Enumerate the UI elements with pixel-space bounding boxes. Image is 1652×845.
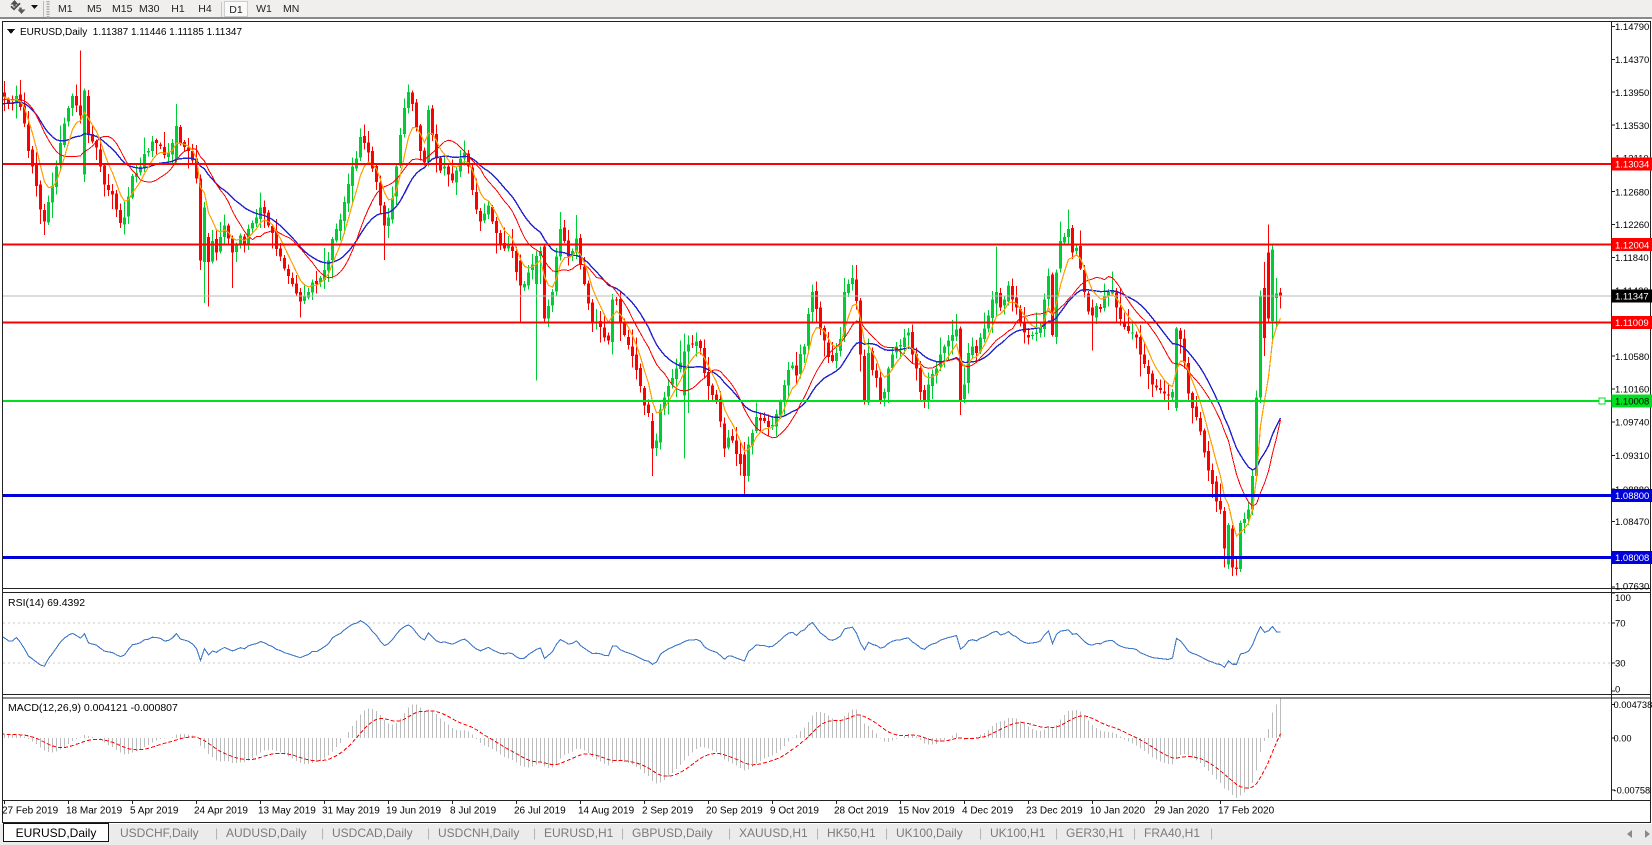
svg-text:1.07630: 1.07630 (1615, 581, 1649, 592)
svg-text:9 Oct 2019: 9 Oct 2019 (770, 806, 819, 817)
svg-text:1.09310: 1.09310 (1615, 451, 1649, 462)
svg-text:13 May 2019: 13 May 2019 (258, 806, 316, 817)
svg-text:1.11009: 1.11009 (1615, 318, 1649, 329)
svg-text:1.09740: 1.09740 (1615, 418, 1649, 429)
svg-text:EURUSD,Daily 1.11387 1.11446: EURUSD,Daily 1.11387 1.11446 1.11185 1.1… (20, 27, 242, 38)
svg-text:1.08800: 1.08800 (1615, 491, 1649, 502)
svg-text:1.10580: 1.10580 (1615, 352, 1649, 363)
svg-text:1.14370: 1.14370 (1615, 55, 1649, 66)
svg-text:1.08008: 1.08008 (1615, 553, 1649, 564)
svg-text:1.12680: 1.12680 (1615, 187, 1649, 198)
svg-text:1.13034: 1.13034 (1615, 160, 1649, 171)
svg-text:18 Mar 2019: 18 Mar 2019 (66, 806, 123, 817)
svg-text:1.12004: 1.12004 (1615, 240, 1649, 251)
svg-text:27 Feb 2019: 27 Feb 2019 (2, 806, 59, 817)
svg-text:20 Sep 2019: 20 Sep 2019 (706, 806, 763, 817)
svg-text:15 Nov 2019: 15 Nov 2019 (898, 806, 955, 817)
svg-text:100: 100 (1615, 593, 1631, 604)
svg-text:1.14790: 1.14790 (1615, 22, 1649, 33)
svg-text:24 Apr 2019: 24 Apr 2019 (194, 806, 248, 817)
svg-text:5 Apr 2019: 5 Apr 2019 (130, 806, 179, 817)
svg-text:28 Oct 2019: 28 Oct 2019 (834, 806, 889, 817)
svg-text:19 Jun 2019: 19 Jun 2019 (386, 806, 441, 817)
svg-text:-0.00758: -0.00758 (1614, 786, 1651, 796)
svg-text:30: 30 (1615, 659, 1626, 670)
svg-text:MACD(12,26,9) 0.004121 -0.0008: MACD(12,26,9) 0.004121 -0.000807 (8, 702, 178, 714)
svg-text:1.13950: 1.13950 (1615, 88, 1649, 99)
svg-text:2 Sep 2019: 2 Sep 2019 (642, 806, 694, 817)
svg-text:17 Feb 2020: 17 Feb 2020 (1218, 806, 1275, 817)
svg-text:23 Dec 2019: 23 Dec 2019 (1026, 806, 1083, 817)
svg-text:8 Jul 2019: 8 Jul 2019 (450, 806, 497, 817)
svg-text:1.13530: 1.13530 (1615, 121, 1649, 132)
svg-text:1.12260: 1.12260 (1615, 220, 1649, 231)
svg-text:29 Jan 2020: 29 Jan 2020 (1154, 806, 1209, 817)
svg-text:RSI(14) 69.4392: RSI(14) 69.4392 (8, 597, 85, 609)
svg-text:1.11840: 1.11840 (1615, 253, 1649, 264)
svg-text:70: 70 (1615, 619, 1626, 630)
svg-text:1.11347: 1.11347 (1615, 292, 1649, 303)
svg-text:0.00: 0.00 (1614, 734, 1632, 744)
svg-text:26 Jul 2019: 26 Jul 2019 (514, 806, 566, 817)
svg-text:0: 0 (1615, 685, 1620, 696)
svg-text:4 Dec 2019: 4 Dec 2019 (962, 806, 1014, 817)
svg-text:14 Aug 2019: 14 Aug 2019 (578, 806, 635, 817)
svg-text:1.08470: 1.08470 (1615, 517, 1649, 528)
svg-text:1.10008: 1.10008 (1615, 397, 1649, 408)
svg-text:10 Jan 2020: 10 Jan 2020 (1090, 806, 1145, 817)
svg-text:31 May 2019: 31 May 2019 (322, 806, 380, 817)
svg-text:1.10160: 1.10160 (1615, 385, 1649, 396)
svg-text:0.004738: 0.004738 (1614, 700, 1652, 710)
